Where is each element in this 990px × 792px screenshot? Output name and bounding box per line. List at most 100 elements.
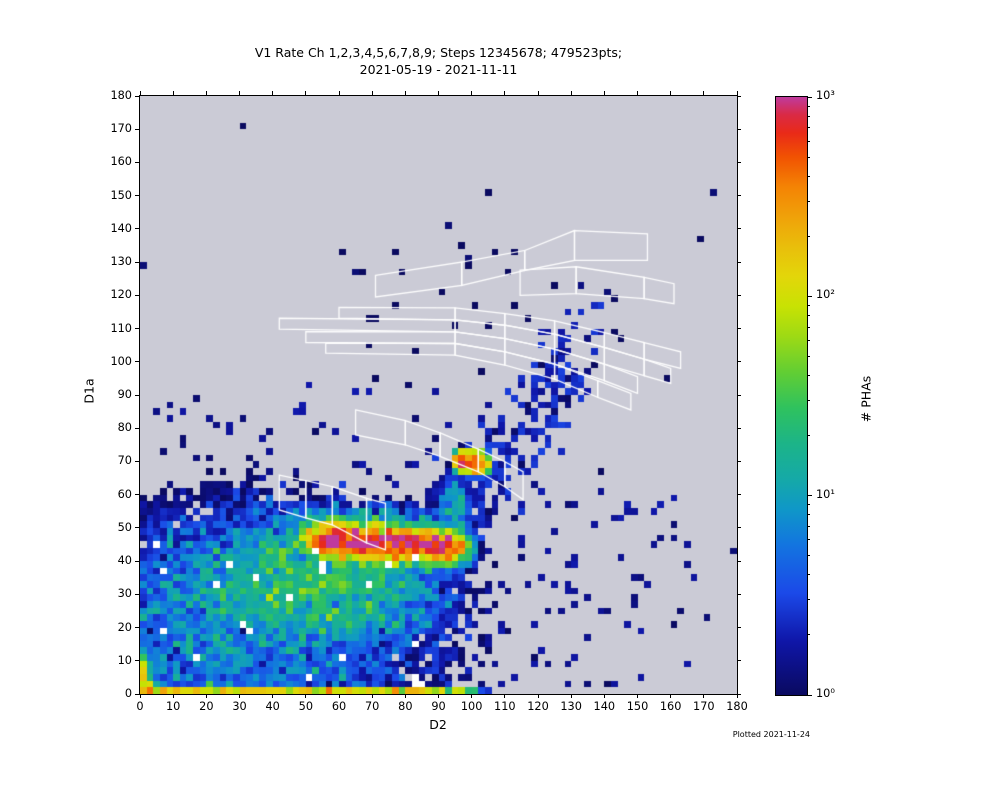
y-axis-tick xyxy=(135,95,139,97)
x-tick-label: 150 xyxy=(626,700,649,713)
colorbar-minor-tick xyxy=(807,315,810,317)
y-axis-tick xyxy=(135,693,139,695)
x-tick-label: 140 xyxy=(593,700,616,713)
y-tick-label: 150 xyxy=(110,188,132,202)
y-tick-label: 50 xyxy=(117,520,132,534)
y-axis-tick xyxy=(135,128,139,130)
x-axis-label: D2 xyxy=(429,717,447,732)
chart-title: V1 Rate Ch 1,2,3,4,5,6,7,8,9; Steps 1234… xyxy=(140,44,737,78)
x-tick-label: 110 xyxy=(494,700,516,713)
x-axis-top-tick xyxy=(239,91,240,95)
y-axis-right-tick xyxy=(737,527,741,529)
x-tick-label: 160 xyxy=(659,700,682,713)
colorbar-tick-label: 10⁰ xyxy=(816,687,835,700)
y-tick-label: 40 xyxy=(117,554,132,568)
x-axis-tick xyxy=(239,694,240,698)
colorbar-minor-tick xyxy=(807,355,810,357)
x-axis-tick xyxy=(570,694,572,698)
plot-footnote: Plotted 2021-11-24 xyxy=(732,730,810,739)
colorbar-minor-tick xyxy=(807,175,810,177)
y-axis-tick xyxy=(135,261,139,263)
y-tick-label: 180 xyxy=(110,89,132,102)
y-axis-right-tick xyxy=(737,494,741,496)
chart-title-line1: V1 Rate Ch 1,2,3,4,5,6,7,8,9; Steps 1234… xyxy=(254,45,623,60)
x-tick-label: 40 xyxy=(265,700,280,713)
y-tick-label: 80 xyxy=(117,421,132,435)
x-axis-tick xyxy=(438,694,439,698)
x-tick-label: 70 xyxy=(364,700,380,713)
y-axis-right-tick xyxy=(737,627,741,629)
y-axis-tick xyxy=(135,560,139,562)
x-axis-top-tick xyxy=(371,91,373,95)
x-axis-top-tick xyxy=(537,91,539,95)
y-axis-right-tick xyxy=(737,593,741,595)
x-axis-top-tick xyxy=(471,91,473,95)
colorbar-major-tick xyxy=(807,295,812,297)
y-tick-label: 60 xyxy=(117,487,132,501)
colorbar-minor-tick xyxy=(807,400,810,402)
x-axis-top-tick xyxy=(670,91,672,95)
colorbar-minor-tick xyxy=(807,634,810,636)
x-axis-tick xyxy=(670,694,672,698)
y-tick-label: 30 xyxy=(117,587,132,601)
y-axis-right-tick xyxy=(737,460,741,462)
y-axis-right-tick xyxy=(737,195,741,197)
y-tick-label: 20 xyxy=(117,620,132,634)
x-axis-top-tick xyxy=(637,91,638,95)
x-tick-label: 30 xyxy=(232,700,247,713)
y-tick-label: 90 xyxy=(117,388,132,401)
y-axis-right-tick xyxy=(737,361,741,363)
chart-title-line2: 2021-05-19 - 2021-11-11 xyxy=(359,62,518,77)
y-axis-tick xyxy=(135,593,139,595)
x-axis-tick xyxy=(504,694,506,698)
x-tick-label: 20 xyxy=(199,700,214,713)
y-tick-label: 70 xyxy=(117,454,132,468)
colorbar-tick-label: 10³ xyxy=(816,89,835,102)
x-axis-tick xyxy=(736,694,738,698)
x-axis-tick xyxy=(172,694,174,698)
colorbar-minor-tick xyxy=(807,504,810,506)
colorbar-minor-tick xyxy=(807,375,810,377)
x-axis-tick xyxy=(205,694,207,698)
y-axis-tick xyxy=(135,427,139,429)
x-axis-tick xyxy=(471,694,473,698)
colorbar-minor-tick xyxy=(807,115,810,117)
y-axis-tick xyxy=(135,527,139,529)
colorbar-minor-tick xyxy=(807,539,810,541)
colorbar-minor-tick xyxy=(807,526,810,528)
x-axis-top-tick xyxy=(603,91,605,95)
x-axis-tick xyxy=(637,694,638,698)
colorbar-label: # PHAs xyxy=(858,375,874,423)
y-axis-tick xyxy=(135,195,139,197)
x-tick-label: 80 xyxy=(398,700,413,713)
x-axis-top-tick xyxy=(504,91,506,95)
y-axis-right-tick xyxy=(737,660,741,662)
y-tick-label: 170 xyxy=(110,122,132,136)
x-axis-top-tick xyxy=(404,91,406,95)
y-axis-tick xyxy=(135,161,139,163)
colorbar-major-tick xyxy=(807,495,812,497)
y-axis-right-tick xyxy=(737,693,741,695)
y-axis-tick xyxy=(135,660,139,662)
y-axis-tick xyxy=(135,460,139,462)
heatmap-canvas xyxy=(140,96,737,694)
colorbar-minor-tick xyxy=(807,140,810,142)
colorbar-minor-tick xyxy=(807,555,810,557)
x-tick-label: 60 xyxy=(331,700,347,713)
y-tick-label: 160 xyxy=(110,155,132,169)
y-axis-label: D1a xyxy=(81,378,97,404)
colorbar-minor-tick xyxy=(807,235,810,237)
x-axis-tick xyxy=(703,694,705,698)
x-axis-tick xyxy=(272,694,274,698)
x-axis-top-tick xyxy=(305,91,307,95)
y-axis-tick xyxy=(135,627,139,629)
colorbar-minor-tick xyxy=(807,127,810,129)
y-axis-right-tick xyxy=(737,161,741,163)
x-axis-top-tick xyxy=(570,91,572,95)
y-tick-label: 140 xyxy=(110,221,132,235)
colorbar-minor-tick xyxy=(807,200,810,202)
colorbar-minor-tick xyxy=(807,574,810,576)
colorbar-tick-label: 10¹ xyxy=(816,487,835,501)
y-tick-label: 120 xyxy=(110,288,132,302)
y-axis-right-tick xyxy=(737,328,741,330)
